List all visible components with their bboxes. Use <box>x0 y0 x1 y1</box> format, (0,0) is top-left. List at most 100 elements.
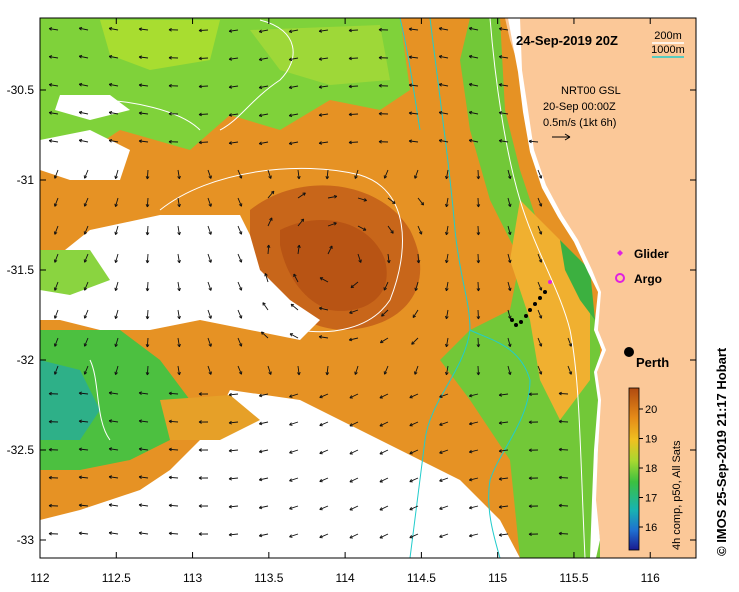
current-vector <box>139 28 149 31</box>
current-vector-head <box>538 343 543 347</box>
current-vector <box>289 477 299 482</box>
argo-legend-icon <box>615 273 625 283</box>
current-vector <box>207 309 212 319</box>
current-vector-head <box>498 393 503 397</box>
current-vector-head <box>414 287 418 291</box>
current-vector <box>558 448 569 451</box>
x-tick-label: 112 <box>30 571 49 585</box>
current-vector <box>537 337 542 347</box>
current-vector-head <box>445 287 449 292</box>
current-vector <box>49 28 59 31</box>
current-vector-head <box>83 343 88 347</box>
current-vector-head <box>409 507 413 511</box>
current-vector-head <box>258 57 263 62</box>
current-vector-head <box>528 504 532 509</box>
current-vector-head <box>114 287 118 291</box>
glider-legend-icon <box>617 250 623 256</box>
current-vector-head <box>83 203 88 207</box>
current-vector-head <box>177 315 181 320</box>
current-vector <box>115 281 119 291</box>
current-vector-head <box>238 231 243 235</box>
current-vector <box>319 85 329 88</box>
current-vector <box>229 141 239 144</box>
current-vector-head <box>439 394 443 398</box>
colorbar-tick-label: 16 <box>645 522 657 534</box>
current-vector-head <box>53 231 58 235</box>
current-vector-head <box>168 419 172 424</box>
current-vector-head <box>408 111 413 115</box>
current-vector-head <box>325 176 330 180</box>
current-vector-head <box>258 505 263 510</box>
current-vector-head <box>349 395 353 399</box>
current-vector <box>168 504 179 507</box>
current-vector <box>537 169 542 179</box>
depth-legend-200m: 200m <box>654 30 682 42</box>
current-vector <box>537 365 542 375</box>
isobath-1000m <box>399 18 421 131</box>
perth-label: Perth <box>636 355 669 370</box>
current-vector-head <box>379 507 383 511</box>
current-vector-head <box>507 231 512 235</box>
current-vector <box>84 197 89 207</box>
current-vector-head <box>108 26 113 31</box>
current-vector-head <box>319 277 324 281</box>
current-vector-head <box>498 27 503 31</box>
current-vector <box>139 420 149 423</box>
y-tick-label: -32.5 <box>7 443 35 457</box>
current-vector-head <box>177 287 181 292</box>
current-vector-head <box>476 372 481 376</box>
current-vector-head <box>198 448 202 452</box>
current-vector <box>439 421 449 426</box>
current-vector <box>139 56 149 59</box>
current-vector <box>409 449 419 455</box>
glider-legend-label: Glider <box>634 247 669 261</box>
current-vector <box>319 277 329 283</box>
current-vector <box>49 140 59 143</box>
current-vector-head <box>378 139 382 144</box>
current-vector <box>79 392 89 395</box>
current-vector <box>507 169 511 179</box>
current-vector-head <box>138 531 143 535</box>
current-vector-head <box>258 141 263 146</box>
current-vector-head <box>416 260 421 264</box>
current-vector-head <box>108 54 113 59</box>
current-vector <box>297 192 306 199</box>
current-vector <box>528 140 539 143</box>
current-vector-head <box>289 534 293 538</box>
current-vector <box>259 141 269 145</box>
current-vector <box>49 112 59 115</box>
current-vector <box>558 476 569 479</box>
current-vector <box>259 85 269 89</box>
current-vector-head <box>48 111 53 115</box>
depth-legend-1000m: 1000m <box>651 44 685 56</box>
ssh-contour <box>219 19 294 131</box>
current-vector-head <box>468 421 473 426</box>
current-vector-head <box>319 506 323 511</box>
current-vector <box>412 309 419 318</box>
current-vector-head <box>83 259 88 263</box>
current-vector <box>207 337 212 347</box>
current-vector-head <box>290 303 295 308</box>
current-vector <box>439 139 449 143</box>
current-vector-head <box>348 112 352 117</box>
current-vector <box>115 225 119 235</box>
current-vector-head <box>238 287 243 291</box>
ssh-contour <box>94 99 201 131</box>
x-tick-label: 114 <box>336 571 355 585</box>
current-vector-head <box>568 371 573 375</box>
current-vector <box>417 197 424 206</box>
x-tick-label: 113.5 <box>254 571 283 585</box>
current-vector-head <box>445 175 449 180</box>
current-vector <box>469 83 479 87</box>
current-vector-head <box>329 245 333 249</box>
current-vector <box>326 365 329 375</box>
current-vector-head <box>208 175 212 179</box>
current-vector-head <box>83 175 88 179</box>
current-vector <box>348 57 359 60</box>
current-vector-head <box>558 475 562 480</box>
current-vector <box>237 365 242 375</box>
current-vector <box>558 392 569 395</box>
current-vector <box>319 57 329 60</box>
current-vector <box>54 197 59 207</box>
current-vector-head <box>412 314 416 318</box>
